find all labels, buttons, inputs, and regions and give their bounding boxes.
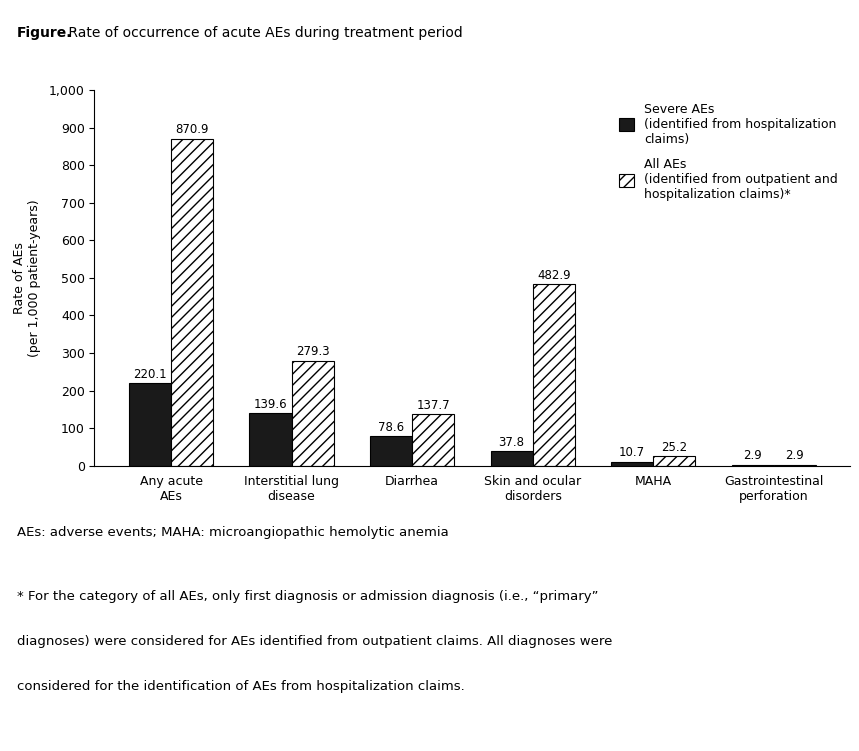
Legend: Severe AEs
(identified from hospitalization
claims), All AEs
(identified from ou: Severe AEs (identified from hospitalizat…: [613, 96, 844, 207]
Text: diagnoses) were considered for AEs identified from outpatient claims. All diagno: diagnoses) were considered for AEs ident…: [17, 635, 612, 647]
Text: 25.2: 25.2: [661, 441, 687, 454]
Y-axis label: Rate of AEs
(per 1,000 patient-years): Rate of AEs (per 1,000 patient-years): [13, 199, 40, 357]
Text: 78.6: 78.6: [378, 421, 404, 434]
Bar: [490, 451, 533, 466]
Text: 279.3: 279.3: [295, 345, 330, 358]
Bar: [533, 285, 575, 466]
Text: 139.6: 139.6: [253, 398, 287, 411]
Bar: [291, 360, 334, 466]
Bar: [370, 436, 412, 466]
Text: Rate of occurrence of acute AEs during treatment period: Rate of occurrence of acute AEs during t…: [64, 26, 463, 41]
Text: * For the category of all AEs, only first diagnosis or admission diagnosis (i.e.: * For the category of all AEs, only firs…: [17, 590, 599, 602]
Bar: [774, 465, 816, 466]
Bar: [249, 413, 291, 466]
Text: AEs: adverse events; MAHA: microangiopathic hemolytic anemia: AEs: adverse events; MAHA: microangiopat…: [17, 526, 449, 538]
Text: 220.1: 220.1: [133, 368, 167, 381]
Text: Figure.: Figure.: [17, 26, 73, 41]
Bar: [129, 383, 171, 466]
Bar: [732, 465, 774, 466]
Bar: [611, 462, 654, 466]
Bar: [654, 456, 696, 466]
Text: 10.7: 10.7: [619, 446, 645, 460]
Text: 37.8: 37.8: [498, 436, 525, 449]
Bar: [171, 139, 213, 466]
Text: 137.7: 137.7: [417, 399, 450, 412]
Text: 482.9: 482.9: [537, 269, 570, 282]
Text: considered for the identification of AEs from hospitalization claims.: considered for the identification of AEs…: [17, 680, 465, 692]
Text: 870.9: 870.9: [175, 123, 209, 137]
Text: 2.9: 2.9: [743, 449, 762, 463]
Bar: [412, 414, 454, 466]
Text: 2.9: 2.9: [786, 449, 804, 463]
